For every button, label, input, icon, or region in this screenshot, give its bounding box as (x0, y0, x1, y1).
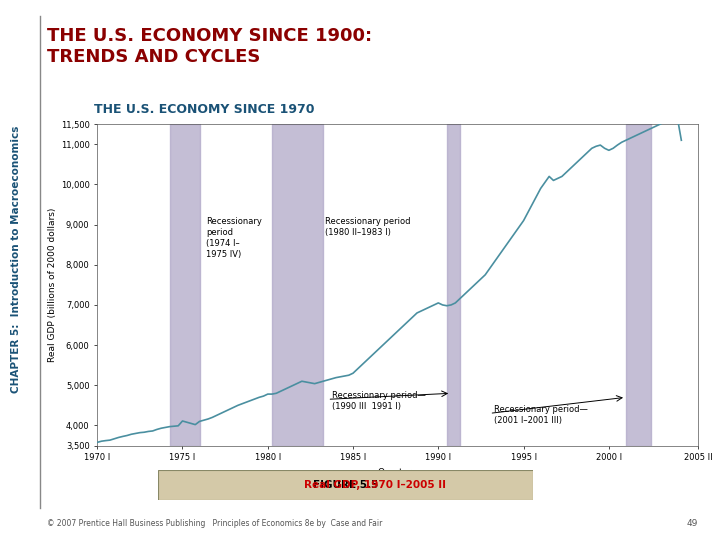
Text: CHAPTER 5:  Introduction to Macroeconomics: CHAPTER 5: Introduction to Macroeconomic… (11, 125, 21, 393)
Text: 49: 49 (687, 519, 698, 528)
FancyBboxPatch shape (158, 470, 533, 500)
Text: Recessionary period—
(2001 I–2001 III): Recessionary period— (2001 I–2001 III) (494, 406, 588, 426)
Text: Recessionary period
(1980 II–1983 I): Recessionary period (1980 II–1983 I) (325, 217, 411, 237)
Text: Recessionary
period
(1974 I–
1975 IV): Recessionary period (1974 I– 1975 IV) (206, 217, 262, 259)
Bar (447, 124, 459, 446)
X-axis label: Quarters: Quarters (378, 468, 418, 477)
Bar (170, 124, 199, 446)
Y-axis label: Real GDP (billions of 2000 dollars): Real GDP (billions of 2000 dollars) (48, 208, 56, 362)
Text: Recessionary period—
(1990 III  1991 I): Recessionary period— (1990 III 1991 I) (332, 392, 426, 411)
Bar (626, 124, 652, 446)
Text: © 2007 Prentice Hall Business Publishing   Principles of Economics 8e by  Case a: © 2007 Prentice Hall Business Publishing… (47, 519, 382, 528)
Text: THE U.S. ECONOMY SINCE 1970: THE U.S. ECONOMY SINCE 1970 (94, 103, 314, 116)
Text: Real GDP, 1970 I–2005 II: Real GDP, 1970 I–2005 II (246, 480, 446, 490)
Text: THE U.S. ECONOMY SINCE 1900:
TRENDS AND CYCLES: THE U.S. ECONOMY SINCE 1900: TRENDS AND … (47, 27, 372, 66)
Text: FIGURE 5.5: FIGURE 5.5 (313, 480, 378, 490)
Bar (272, 124, 323, 446)
